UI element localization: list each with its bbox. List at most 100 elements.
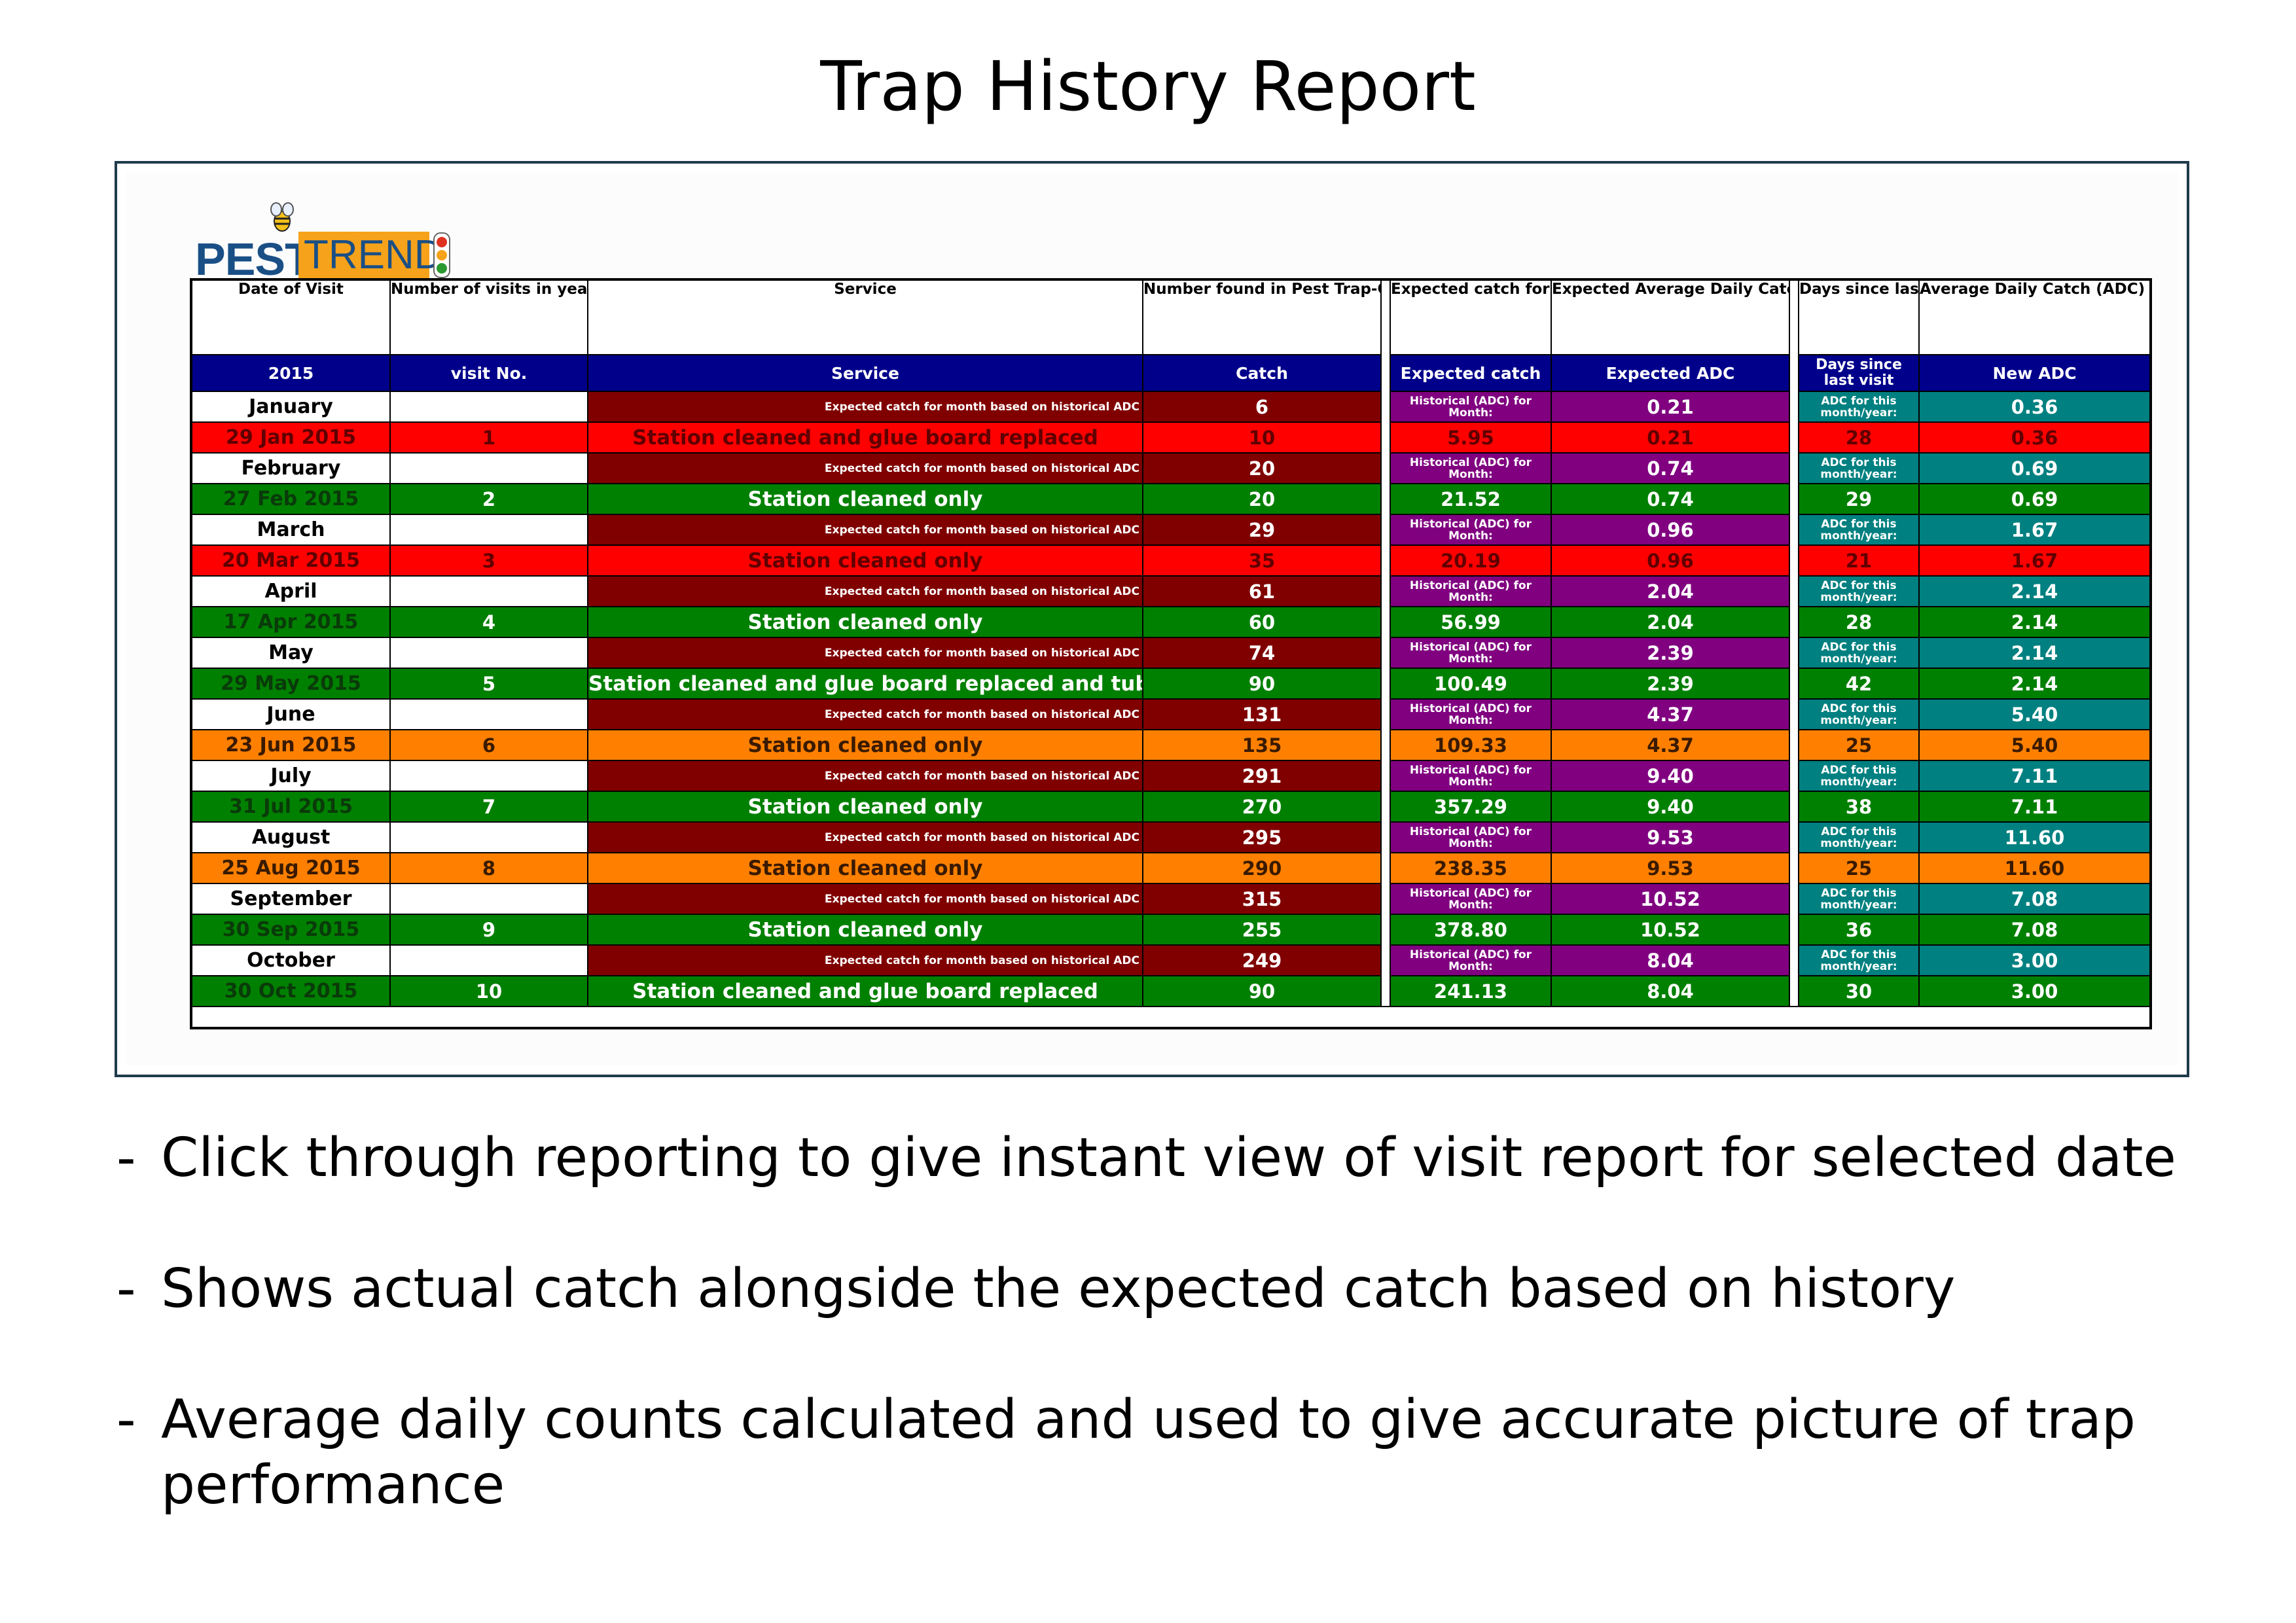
visit-row[interactable]: 30 Oct 2015 10 Station cleaned and glue bo… [190,975,2151,1007]
visit-row[interactable]: 25 Aug 2015 8 Station cleaned only 290 238.3… [190,852,2151,884]
visit-row[interactable]: 23 Jun 2015 6 Station cleaned only 135 109.3… [190,729,2151,761]
traffic-light-icon [433,232,450,278]
historical-adc-value: 10.52 [1551,883,1790,915]
visit-expected-catch: 20.19 [1390,544,1552,577]
expected-month-label: Expected catch for month based on histor… [587,760,1143,792]
column-gap [1789,699,1799,730]
header-expected-adc: Expected Average Daily Catch(ADC) for mo… [1551,279,1790,355]
subheader-days-since: Days since last visit [1798,354,1920,392]
feature-bullets: - Click through reporting to give instant… [117,1126,2276,1584]
month-name: September [190,883,391,915]
expected-month-label: Expected catch for month based on histor… [587,637,1143,669]
header-service: Service [587,279,1143,355]
column-gap [1380,791,1391,822]
month-adc-value: 3.00 [1918,944,2151,976]
bullet-dash: - [117,1389,136,1451]
visit-date-link[interactable]: 17 Apr 2015 [190,606,391,638]
column-gap [1789,853,1799,883]
visit-date-link[interactable]: 20 Mar 2015 [190,544,391,577]
column-gap [1789,453,1799,484]
historical-adc-label: Historical (ADC) for Month: [1390,698,1552,730]
month-adc-value: 0.36 [1918,391,2151,423]
bee-icon [270,202,294,232]
month-adc-label: ADC for this month/year: [1798,391,1920,423]
expected-month-catch: 295 [1142,821,1382,853]
visit-expected-adc: 10.52 [1551,914,1790,946]
month-blank-cell [389,452,588,484]
expected-month-catch: 315 [1142,883,1382,915]
visit-catch: 290 [1142,852,1382,884]
header-visits: Number of visits in year [389,279,588,355]
visit-days-since: 42 [1798,668,1920,700]
historical-adc-label: Historical (ADC) for Month: [1390,514,1552,546]
month-blank-cell [389,575,588,607]
visit-date-link[interactable]: 23 Jun 2015 [190,729,391,761]
month-name: August [190,821,391,853]
visit-date-link[interactable]: 29 May 2015 [190,668,391,700]
page-title: Trap History Report [820,46,1476,126]
visit-row[interactable]: 29 Jan 2015 1 Station cleaned and glue boa… [190,421,2151,454]
visit-date-link[interactable]: 31 Jul 2015 [190,791,391,823]
visit-expected-catch: 21.52 [1390,483,1552,515]
visit-row[interactable]: 17 Apr 2015 4 Station cleaned only 60 56.99 2… [190,606,2151,638]
month-row: March Expected catch for month based on h… [190,514,2151,546]
expected-month-label: Expected catch for month based on histor… [587,883,1143,915]
visit-catch: 135 [1142,729,1382,761]
visit-expected-catch: 238.35 [1390,852,1552,884]
column-gap [1789,976,1799,1007]
visit-date-link[interactable]: 27 Feb 2015 [190,483,391,515]
month-adc-label: ADC for this month/year: [1798,698,1920,730]
expected-month-label: Expected catch for month based on histor… [587,391,1143,423]
subheader-row: 2015 visit No. Service Catch Expected ca… [190,354,2151,392]
historical-adc-value: 0.96 [1551,514,1790,546]
visit-new-adc: 0.36 [1918,421,2151,454]
visit-date-link[interactable]: 30 Sep 2015 [190,914,391,946]
column-gap [1789,355,1799,391]
visit-new-adc: 0.69 [1918,483,2151,515]
visit-catch: 35 [1142,544,1382,577]
visit-row[interactable]: 31 Jul 2015 7 Station cleaned only 270 357.2… [190,791,2151,823]
visit-days-since: 25 [1798,729,1920,761]
visit-row[interactable]: 27 Feb 2015 2 Station cleaned only 20 21.52 0… [190,483,2151,515]
bullet-dash: - [117,1127,136,1189]
expected-month-label: Expected catch for month based on histor… [587,575,1143,607]
month-adc-value: 5.40 [1918,698,2151,730]
visit-number: 3 [389,544,588,577]
visit-date-link[interactable]: 29 Jan 2015 [190,421,391,454]
historical-adc-value: 2.39 [1551,637,1790,669]
month-row: June Expected catch for month based on hi… [190,698,2151,730]
visit-days-since: 29 [1798,483,1920,515]
visit-days-since: 28 [1798,421,1920,454]
visit-number: 9 [389,914,588,946]
visit-service: Station cleaned only [587,914,1143,946]
month-adc-label: ADC for this month/year: [1798,575,1920,607]
column-gap [1380,355,1391,391]
column-gap [1789,822,1799,853]
visit-row[interactable]: 30 Sep 2015 9 Station cleaned only 255 378.8… [190,914,2151,946]
subheader-year: 2015 [190,354,391,392]
historical-adc-label: Historical (ADC) for Month: [1390,883,1552,915]
visit-date-link[interactable]: 25 Aug 2015 [190,852,391,884]
expected-month-label: Expected catch for month based on histor… [587,514,1143,546]
report-panel: PEST TREND Date of Visit Number of vis [126,173,2178,1065]
historical-adc-label: Historical (ADC) for Month: [1390,452,1552,484]
visit-row[interactable]: 29 May 2015 5 Station cleaned and glue boa… [190,668,2151,700]
column-gap [1380,637,1391,668]
header-row: Date of Visit Number of visits in year S… [190,279,2151,355]
historical-adc-label: Historical (ADC) for Month: [1390,944,1552,976]
visit-number: 5 [389,668,588,700]
subheader-new-adc: New ADC [1918,354,2151,392]
column-gap [1789,668,1799,699]
visit-expected-adc: 0.21 [1551,421,1790,454]
visit-row[interactable]: 20 Mar 2015 3 Station cleaned only 35 20.19 0… [190,544,2151,577]
bullet-average-daily: - Average daily counts calculated and use… [117,1387,2276,1518]
visit-date-link[interactable]: 30 Oct 2015 [190,975,391,1007]
column-gap [1789,484,1799,514]
header-expected-catch: Expected catch for same period length ba… [1390,279,1552,355]
visit-service: Station cleaned only [587,729,1143,761]
month-blank-cell [389,637,588,669]
table-body: Date of Visit Number of visits in year S… [190,279,2151,1029]
historical-adc-value: 9.53 [1551,821,1790,853]
expected-month-catch: 6 [1142,391,1382,423]
month-row: May Expected catch for month based on his… [190,637,2151,669]
